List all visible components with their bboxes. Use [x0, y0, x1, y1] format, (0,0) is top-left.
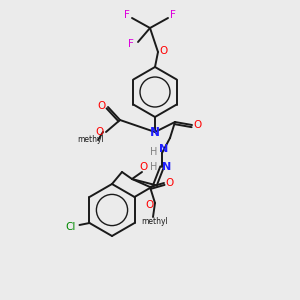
Text: O: O [165, 178, 173, 188]
Text: O: O [96, 127, 104, 137]
Text: O: O [194, 120, 202, 130]
Text: F: F [124, 10, 130, 20]
Text: H: H [150, 162, 158, 172]
Text: F: F [170, 10, 176, 20]
Text: O: O [140, 162, 148, 172]
Text: methyl: methyl [78, 136, 104, 145]
Text: methyl: methyl [142, 218, 168, 226]
Text: N: N [150, 125, 160, 139]
Text: F: F [128, 39, 134, 49]
Text: O: O [98, 101, 106, 111]
Text: N: N [159, 144, 169, 154]
Text: N: N [162, 162, 172, 172]
Text: O: O [160, 46, 168, 56]
Text: H: H [150, 147, 158, 157]
Text: O: O [146, 200, 154, 210]
Text: Cl: Cl [65, 222, 76, 232]
